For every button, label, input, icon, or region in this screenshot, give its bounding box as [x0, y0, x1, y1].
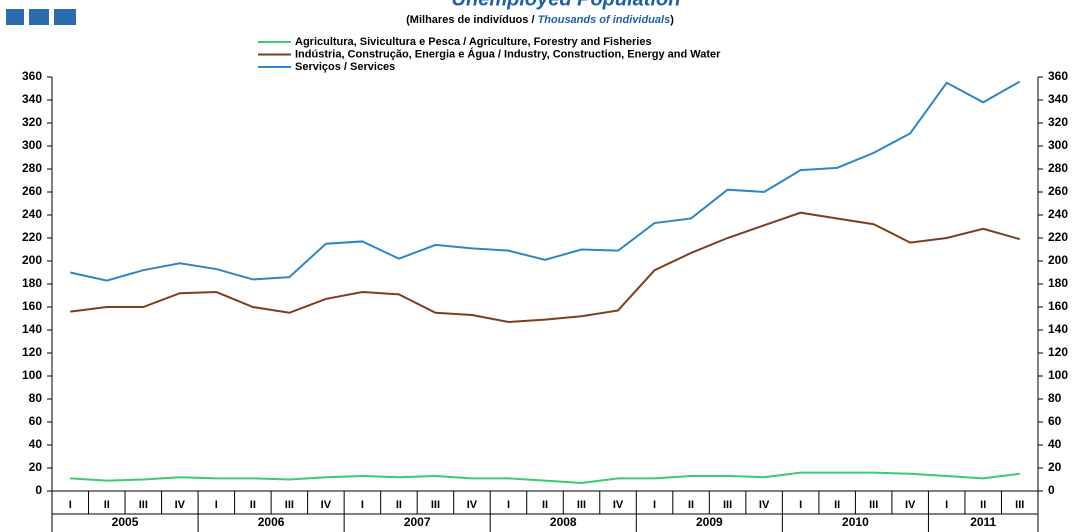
logo-square: [54, 9, 76, 25]
x-tick-label: IV: [467, 499, 478, 511]
y2-tick-label: 100: [1048, 368, 1068, 382]
x-tick-label: IV: [321, 499, 332, 511]
x-tick-label: II: [104, 499, 110, 511]
x-tick-label: I: [945, 499, 948, 511]
x-tick-label: II: [834, 499, 840, 511]
x-tick-label: III: [869, 499, 878, 511]
year-label: 2005: [112, 515, 139, 529]
chart-title: Unemployed Population: [452, 0, 681, 10]
y2-tick-label: 200: [1048, 253, 1068, 267]
y2-tick-label: 340: [1048, 92, 1068, 106]
year-label: 2007: [404, 515, 431, 529]
y-tick-label: 340: [22, 92, 42, 106]
y2-tick-label: 180: [1048, 276, 1068, 290]
logo-square: [6, 9, 24, 25]
y-tick-label: 20: [29, 460, 43, 474]
x-tick-label: I: [215, 499, 218, 511]
y2-tick-label: 280: [1048, 161, 1068, 175]
y2-tick-label: 80: [1048, 391, 1062, 405]
subtitle-end: ): [670, 14, 674, 26]
y-tick-label: 220: [22, 230, 42, 244]
year-label: 2008: [550, 515, 577, 529]
x-tick-label: I: [507, 499, 510, 511]
legend-label: Agricultura, Sivicultura e Pesca / Agric…: [295, 36, 652, 48]
legend-label: Serviços / Services: [295, 61, 395, 73]
x-tick-label: II: [980, 499, 986, 511]
y-tick-label: 280: [22, 161, 42, 175]
y2-tick-label: 140: [1048, 322, 1068, 336]
y-tick-label: 120: [22, 345, 42, 359]
y2-tick-label: 60: [1048, 414, 1062, 428]
x-tick-label: I: [653, 499, 656, 511]
y-tick-label: 320: [22, 115, 42, 129]
subtitle-pt: (Milhares de indivíduos /: [406, 14, 537, 26]
x-tick-label: IV: [175, 499, 186, 511]
series-line: [70, 471, 1020, 484]
year-label: 2010: [842, 515, 869, 529]
y-tick-label: 200: [22, 253, 42, 267]
x-tick-label: I: [799, 499, 802, 511]
y2-tick-label: 160: [1048, 299, 1068, 313]
y2-tick-label: 20: [1048, 460, 1062, 474]
x-tick-label: III: [1015, 499, 1024, 511]
logo-square: [29, 9, 49, 25]
y-tick-label: 60: [29, 414, 43, 428]
y2-tick-label: 40: [1048, 437, 1062, 451]
y2-tick-label: 260: [1048, 184, 1068, 198]
year-label: 2009: [696, 515, 723, 529]
x-tick-label: IV: [759, 499, 770, 511]
x-tick-label: II: [542, 499, 548, 511]
x-tick-label: II: [688, 499, 694, 511]
y-tick-label: 100: [22, 368, 42, 382]
x-tick-label: III: [431, 499, 440, 511]
y-tick-label: 360: [22, 69, 42, 83]
y2-tick-label: 240: [1048, 207, 1068, 221]
x-tick-label: III: [285, 499, 294, 511]
series-line: [70, 211, 1021, 323]
y-tick-label: 300: [22, 138, 42, 152]
year-label: 2006: [258, 515, 285, 529]
x-tick-label: IV: [905, 499, 916, 511]
x-tick-label: I: [69, 499, 72, 511]
y-tick-label: 140: [22, 322, 42, 336]
y-tick-label: 180: [22, 276, 42, 290]
y-tick-label: 160: [22, 299, 42, 313]
y-tick-label: 0: [35, 483, 42, 497]
y2-tick-label: 220: [1048, 230, 1068, 244]
year-label: 2011: [970, 515, 996, 529]
y-tick-label: 260: [22, 184, 42, 198]
y-tick-label: 240: [22, 207, 42, 221]
x-tick-label: II: [250, 499, 256, 511]
x-tick-label: III: [577, 499, 586, 511]
y2-tick-label: 320: [1048, 115, 1068, 129]
series-line: [70, 80, 1021, 282]
y2-tick-label: 0: [1048, 483, 1055, 497]
x-tick-label: III: [139, 499, 148, 511]
y2-tick-label: 300: [1048, 138, 1068, 152]
subtitle-en: Thousands of individuals: [538, 14, 671, 26]
y2-tick-label: 360: [1048, 69, 1068, 83]
legend-label: Indústria, Construção, Energia e Água / …: [295, 47, 721, 60]
x-tick-label: IV: [613, 499, 624, 511]
subtitle: (Milhares de indivíduos / Thousands of i…: [406, 14, 674, 26]
y2-tick-label: 120: [1048, 345, 1068, 359]
x-tick-label: I: [361, 499, 364, 511]
x-tick-label: III: [723, 499, 732, 511]
y-tick-label: 80: [29, 391, 43, 405]
x-tick-label: II: [396, 499, 402, 511]
y-tick-label: 40: [29, 437, 43, 451]
